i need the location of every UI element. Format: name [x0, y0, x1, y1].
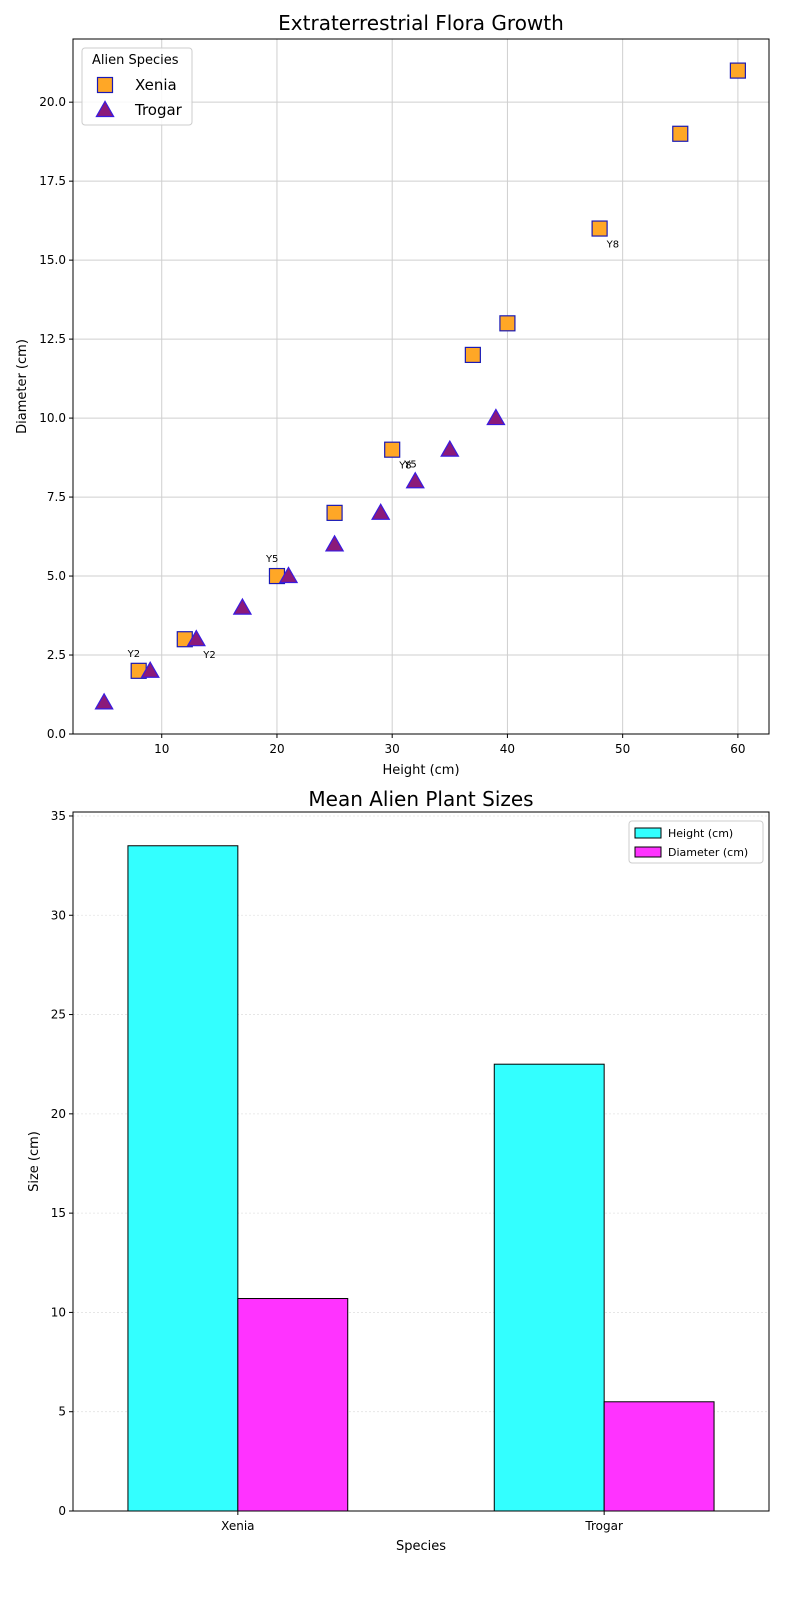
scatter-point-xenia [499, 315, 516, 332]
scatter-point-trogar [278, 566, 299, 584]
scatter-point-xenia [729, 62, 746, 79]
scatter-point-trogar [186, 629, 206, 647]
bar-y-tick-label: 10 [51, 1305, 66, 1319]
scatter-y-axis-label: Diameter (cm) [15, 339, 30, 434]
scatter-point-xenia [591, 220, 608, 237]
bar-y-tick-label: 30 [51, 908, 66, 922]
scatter-point-xenia [384, 441, 401, 458]
scatter-x-tick-label: 10 [154, 742, 169, 756]
scatter-point-trogar [232, 597, 253, 615]
scatter-x-tick-label: 20 [269, 742, 284, 756]
scatter-legend-marker-xenia [96, 76, 114, 94]
bar-legend: Height (cm) Diameter (cm) [628, 820, 764, 864]
scatter-legend-box [81, 47, 193, 126]
bar-y-ticks: 0 5 10 15 20 25 30 35 [51, 809, 73, 1518]
scatter-point-trogar [440, 439, 460, 457]
scatter-point-trogar [324, 534, 345, 552]
bar-y-axis-label: Size (cm) [27, 1131, 42, 1192]
scatter-points [94, 62, 746, 710]
scatter-legend-label: Xenia [135, 76, 177, 94]
scatter-annotation: Y2 [127, 649, 140, 660]
scatter-x-axis-label: Height (cm) [382, 763, 459, 778]
scatter-plot-frame [72, 38, 770, 735]
scatter-legend-title: Alien Species [92, 53, 179, 68]
scatter-legend-items: Xenia Trogar [95, 76, 183, 119]
scatter-y-ticks: 0.0 2.5 5.0 7.5 10.0 12.5 15.0 17.5 20.0 [39, 95, 73, 741]
bar-legend-box [628, 820, 764, 864]
scatter-x-tick-label: 40 [500, 742, 515, 756]
bar-x-tick-label: Xenia [221, 1519, 254, 1533]
scatter-y-tick-label: 5.0 [47, 569, 66, 583]
bar-bars [127, 845, 715, 1512]
scatter-y-tick-label: 7.5 [47, 490, 66, 504]
bar-plot-frame [72, 811, 770, 1512]
scatter-y-tick-label: 20.0 [39, 95, 66, 109]
scatter-y-tick-label: 17.5 [39, 174, 66, 188]
scatter-y-tick-label: 15.0 [39, 253, 66, 267]
scatter-point-trogar [405, 471, 425, 489]
scatter-point-xenia [326, 504, 343, 521]
bar-y-tick-label: 0 [58, 1504, 66, 1518]
scatter-y-tick-label: 10.0 [39, 411, 66, 425]
bar-x-tick-label: Trogar [584, 1519, 623, 1533]
scatter-point-trogar [140, 660, 160, 678]
scatter-x-ticks: 10 20 30 40 50 60 [154, 734, 746, 756]
scatter-annotation: Y5 [403, 459, 416, 470]
bar-chart: Xenia Trogar 0 5 10 15 20 25 30 35 Mean Alien Pl… [27, 787, 770, 1554]
bar-legend-label: Height (cm) [668, 827, 733, 840]
bar-y-tick-label: 35 [51, 809, 66, 823]
scatter-legend-label: Trogar [134, 101, 183, 119]
scatter-x-tick-label: 50 [615, 742, 630, 756]
scatter-point-trogar [486, 408, 506, 426]
scatter-point-trogar [94, 692, 114, 710]
bar-legend-items: Height (cm) Diameter (cm) [634, 827, 748, 859]
bar-title: Mean Alien Plant Sizes [308, 787, 533, 811]
scatter-y-tick-label: 2.5 [47, 648, 66, 662]
bar-legend-swatch [634, 846, 662, 858]
scatter-annotation: Y5 [265, 554, 278, 565]
scatter-x-tick-label: 30 [385, 742, 400, 756]
bar-legend-label: Diameter (cm) [668, 846, 748, 859]
scatter-title: Extraterrestrial Flora Growth [278, 11, 564, 35]
bar-y-tick-label: 20 [51, 1107, 66, 1121]
bar-y-tick-label: 25 [51, 1008, 66, 1022]
scatter-x-tick-label: 60 [730, 742, 745, 756]
bar-xenia-height [127, 845, 239, 1512]
bar-y-tick-label: 5 [58, 1405, 66, 1419]
scatter-annotation: Y2 [202, 650, 215, 661]
scatter-point-xenia [672, 125, 689, 142]
bar-x-ticks: Xenia Trogar [221, 1511, 623, 1533]
bar-legend-swatch [634, 827, 662, 839]
bar-trogar-diameter [603, 1401, 715, 1512]
scatter-legend-marker-trogar [95, 100, 115, 118]
bar-y-tick-label: 15 [51, 1206, 66, 1220]
scatter-point-xenia [464, 346, 481, 364]
scatter-legend: Alien Species Xenia Trogar [81, 47, 193, 126]
bar-trogar-height [493, 1063, 605, 1512]
scatter-annotation: Y8 [398, 461, 411, 472]
scatter-grid [73, 39, 769, 735]
scatter-y-tick-label: 12.5 [39, 332, 66, 346]
bar-x-axis-label: Species [396, 1539, 446, 1554]
scatter-y-tick-label: 0.0 [47, 727, 66, 741]
scatter-point-trogar [371, 503, 391, 520]
scatter-annotation: Y8 [606, 240, 619, 251]
bar-xenia-diameter [237, 1298, 349, 1512]
